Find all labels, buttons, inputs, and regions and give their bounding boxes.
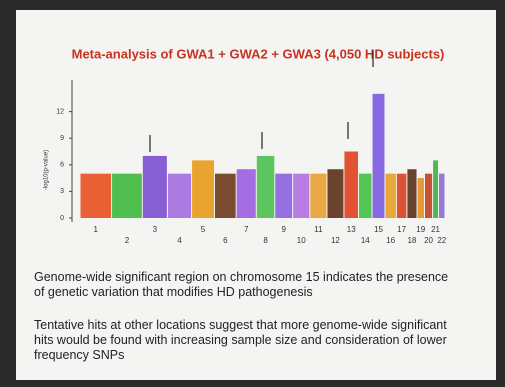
chromosome-signal (237, 169, 256, 218)
chromosome-signal (359, 174, 372, 218)
x-tick-label: 4 (177, 236, 182, 245)
y-tick-label: 6 (60, 162, 64, 169)
chromosome-signal (327, 169, 343, 218)
x-tick-label: 12 (331, 236, 340, 245)
chromosome-signal (293, 174, 309, 218)
x-tick-label: 5 (201, 225, 206, 234)
x-tick-label: 1 (94, 225, 99, 234)
y-tick-label: 3 (60, 188, 64, 195)
chromosome-signal (407, 169, 416, 218)
x-tick-label: 9 (281, 225, 286, 234)
chromosome-signal (168, 174, 191, 218)
y-tick-label: 12 (56, 108, 64, 115)
chromosome-signal (439, 174, 444, 218)
page: Meta-analysis of GWA1 + GWA2 + GWA3 (4,0… (0, 0, 505, 387)
chromosome-signal (192, 160, 214, 218)
chromosome-signal (397, 174, 407, 218)
x-tick-label: 21 (431, 225, 440, 234)
x-tick-label: 22 (437, 236, 446, 245)
x-tick-label: 11 (314, 225, 323, 234)
chromosome-signal (344, 152, 358, 219)
chromosome-signal (433, 160, 438, 218)
chromosome-signal (257, 156, 274, 218)
y-tick-label: 9 (60, 135, 64, 142)
x-tick-label: 15 (374, 225, 383, 234)
chromosome-signal (418, 178, 424, 218)
chromosome-signal (112, 174, 142, 218)
arrows (150, 50, 373, 152)
x-tick-label: 14 (361, 236, 370, 245)
chart-title: Meta-analysis of GWA1 + GWA2 + GWA3 (4,0… (72, 46, 445, 61)
x-tick-label: 16 (386, 236, 395, 245)
chromosome-signal (215, 174, 236, 218)
chromosome-signal (385, 174, 395, 218)
x-tick-label: 6 (223, 236, 228, 245)
x-tick-label: 3 (153, 225, 158, 234)
chromosome-signal (81, 174, 112, 218)
x-tick-label: 8 (263, 236, 268, 245)
x-tick-label: 18 (407, 236, 416, 245)
x-tick-label: 10 (297, 236, 306, 245)
chromosome-signal (143, 156, 167, 218)
chromosome-signal (373, 94, 385, 218)
x-tick-label: 19 (416, 225, 425, 234)
x-tick-label: 17 (397, 225, 406, 234)
x-tick-label: 13 (347, 225, 356, 234)
chromosome-signal (425, 174, 432, 218)
chromosome-signal (275, 174, 292, 218)
x-tick-label: 20 (424, 236, 433, 245)
x-tick-label: 2 (125, 236, 130, 245)
y-tick-label: 0 (60, 215, 64, 222)
y-axis-label: -log10(p-value) (44, 150, 50, 190)
x-tick-label: 7 (244, 225, 249, 234)
note: Genome-wide significant region on chromo… (34, 270, 454, 300)
note: Tentative hits at other locations sugges… (34, 318, 454, 363)
chromosome-signal (310, 174, 326, 218)
